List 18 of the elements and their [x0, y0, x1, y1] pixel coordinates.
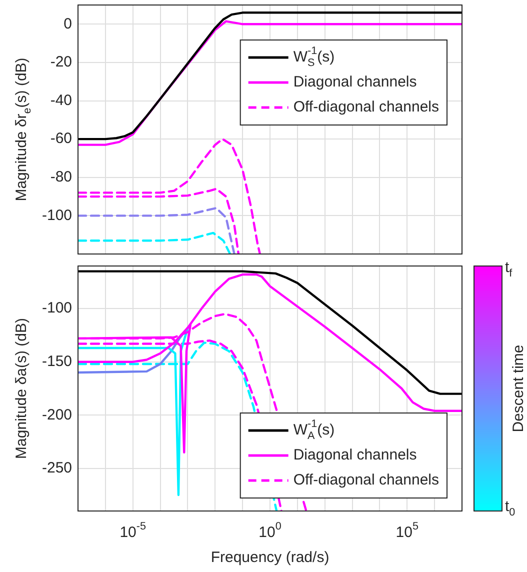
y-tick-label: -20 — [50, 54, 72, 71]
legend-label: Off-diagonal channels — [293, 472, 440, 489]
y-tick-label: 0 — [64, 15, 72, 32]
legend-label: Off-diagonal channels — [293, 98, 440, 116]
y-tick-label: -100 — [42, 206, 72, 224]
y-tick-label: -250 — [42, 460, 72, 477]
y-tick-label: -60 — [50, 130, 72, 148]
y-tick-label: -40 — [50, 92, 72, 109]
legend-label: Diagonal channels — [293, 74, 417, 91]
y-axis-title: Magnitude δa(s) (dB) — [13, 318, 30, 459]
y-tick-label: -100 — [42, 300, 72, 317]
y-tick-label: -150 — [42, 353, 72, 370]
y-tick-label: -200 — [42, 406, 72, 424]
legend-label: Diagonal channels — [293, 446, 417, 464]
x-axis-title: Frequency (rad/s) — [210, 549, 330, 566]
y-tick-label: -80 — [50, 168, 72, 186]
color-bar-title: Descent time — [510, 344, 527, 432]
y-axis-title: Magnitude δre(s) (dB) — [13, 58, 34, 202]
